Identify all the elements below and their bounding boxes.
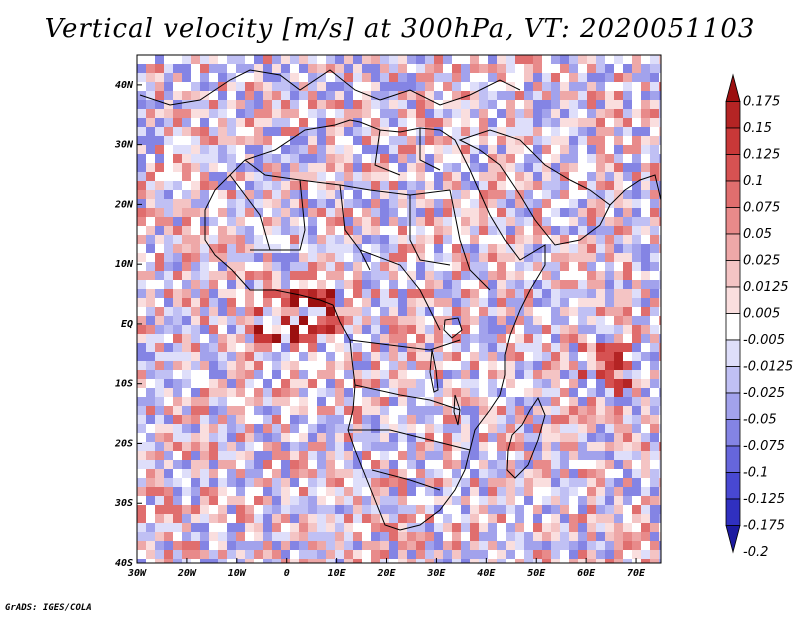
colorbar-swatch bbox=[725, 207, 741, 235]
colorbar-swatch bbox=[725, 154, 741, 182]
lake-tanganyika bbox=[429, 349, 439, 393]
colorbar: 0.175 0.15 0.125 0.1 0.075 0.05 0.025 0.0125 0.0… bbox=[725, 73, 793, 560]
colorbar-swatch bbox=[725, 472, 741, 500]
colorbar-label: -0.2 bbox=[743, 545, 768, 560]
lon-tick-label: 20E bbox=[376, 568, 396, 579]
colorbar-swatch bbox=[725, 339, 741, 367]
colorbar-label: 0.025 bbox=[743, 254, 780, 269]
colorbar-label: 0.175 bbox=[743, 95, 780, 110]
lat-tick-label: 10S bbox=[115, 379, 133, 390]
country-borders bbox=[229, 128, 491, 491]
colorbar-swatch bbox=[725, 445, 741, 473]
lon-tick-label: 50E bbox=[527, 568, 546, 579]
colorbar-label: -0.175 bbox=[743, 519, 785, 534]
colorbar-swatch bbox=[725, 366, 741, 394]
lat-tick-label: 30S bbox=[114, 498, 133, 509]
chart-title: Vertical velocity [m/s] at 300hPa, VT: 2… bbox=[44, 14, 756, 44]
colorbar-label: -0.1 bbox=[743, 466, 768, 481]
colorbar-label: 0.0125 bbox=[743, 280, 789, 295]
europe-coastline bbox=[139, 69, 521, 106]
coastlines-borders bbox=[139, 69, 661, 531]
colorbar-swatch bbox=[725, 233, 741, 261]
arabia-coastline bbox=[458, 129, 611, 246]
madagascar-coastline bbox=[506, 396, 546, 479]
lat-tick-label: 20S bbox=[114, 438, 133, 449]
colorbar-label: 0.1 bbox=[743, 174, 764, 189]
colorbar-swatch bbox=[725, 498, 741, 526]
colorbar-swatch bbox=[725, 419, 741, 447]
lon-tick-label: 40E bbox=[477, 568, 496, 579]
colorbar-label: -0.025 bbox=[743, 386, 785, 401]
colorbar-label: -0.05 bbox=[743, 413, 777, 428]
asia-coastline bbox=[609, 174, 661, 206]
lat-tick-label: 10N bbox=[115, 259, 134, 270]
colorbar-label: 0.005 bbox=[743, 307, 780, 322]
lat-tick-label: 40S bbox=[115, 558, 133, 569]
lon-tick-label: 10E bbox=[328, 568, 347, 579]
lon-tick-label: 60E bbox=[577, 568, 596, 579]
colorbar-swatch bbox=[725, 180, 741, 208]
colorbar-label: 0.15 bbox=[743, 121, 772, 136]
colorbar-swatch bbox=[725, 127, 741, 155]
colorbar-label: 0.05 bbox=[743, 227, 772, 242]
lon-tick-label: 70E bbox=[627, 568, 646, 579]
lat-tick-label: 40N bbox=[115, 80, 134, 91]
plot-frame bbox=[136, 54, 662, 564]
colorbar-swatch bbox=[725, 525, 741, 554]
colorbar-label: -0.0125 bbox=[743, 360, 793, 375]
credit-label: GrADS: IGES/COLA bbox=[5, 603, 92, 613]
lat-tick-label: EQ bbox=[121, 319, 133, 330]
lat-tick-label: 30N bbox=[114, 140, 134, 151]
lon-tick-label: 10W bbox=[228, 568, 247, 579]
colorbar-label: 0.125 bbox=[743, 148, 780, 163]
lon-tick-label: 20W bbox=[177, 568, 197, 579]
lon-tick-label: 30W bbox=[127, 568, 147, 579]
colorbar-swatch bbox=[725, 260, 741, 288]
lon-tick-label: 30E bbox=[426, 568, 446, 579]
colorbar-label: -0.075 bbox=[743, 439, 785, 454]
map-axes: 30W 20W 10W 0 10E 20E 30E 40E 50E 60E 70E 40N 30N 20N… bbox=[114, 80, 646, 579]
lake-victoria bbox=[443, 317, 463, 339]
colorbar-swatch bbox=[725, 313, 741, 341]
colorbar-swatch bbox=[725, 101, 741, 129]
velocity-field bbox=[137, 55, 661, 563]
lon-tick-label: 0 bbox=[284, 568, 290, 579]
colorbar-swatch bbox=[725, 392, 741, 420]
colorbar-swatch bbox=[725, 73, 741, 102]
colorbar-swatch bbox=[725, 286, 741, 314]
lat-tick-label: 20N bbox=[114, 199, 134, 210]
colorbar-label: -0.005 bbox=[743, 333, 785, 348]
colorbar-label: 0.075 bbox=[743, 201, 780, 216]
lake-malawi bbox=[453, 394, 461, 426]
colorbar-label: -0.125 bbox=[743, 492, 785, 507]
africa-coastline bbox=[204, 119, 546, 531]
